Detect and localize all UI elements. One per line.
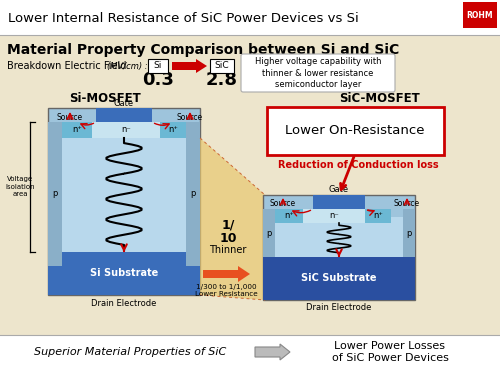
Polygon shape	[255, 344, 290, 360]
Text: Superior Material Properties of SiC: Superior Material Properties of SiC	[34, 347, 226, 357]
Bar	[210, 59, 234, 73]
Text: n⁺: n⁺	[168, 125, 178, 135]
Text: Si Substrate: Si Substrate	[90, 268, 158, 278]
Bar	[275, 217, 403, 257]
Polygon shape	[203, 266, 250, 282]
Bar	[48, 252, 200, 295]
Bar	[275, 209, 303, 223]
Bar	[313, 195, 365, 209]
Text: 0.3: 0.3	[142, 71, 174, 89]
Bar	[0, 35, 500, 335]
Text: SiC: SiC	[214, 62, 230, 70]
FancyBboxPatch shape	[267, 107, 444, 155]
Bar	[186, 122, 200, 266]
Bar	[263, 257, 415, 300]
Text: ROHM: ROHM	[466, 10, 493, 20]
Text: n⁺: n⁺	[284, 211, 294, 220]
Text: Thinner: Thinner	[210, 245, 246, 255]
Text: Material Property Comparison between Si and SiC: Material Property Comparison between Si …	[7, 43, 399, 57]
Text: Gate: Gate	[114, 99, 134, 108]
Text: Lower Internal Resistance of SiC Power Devices vs Si: Lower Internal Resistance of SiC Power D…	[8, 12, 359, 24]
Text: p: p	[52, 190, 58, 198]
Bar	[62, 122, 92, 138]
Bar	[148, 59, 168, 73]
Text: Source: Source	[270, 200, 296, 209]
Text: Si-MOSFET: Si-MOSFET	[69, 92, 141, 105]
Text: 10: 10	[219, 232, 237, 244]
FancyBboxPatch shape	[241, 54, 395, 92]
Text: SiC-MOSFET: SiC-MOSFET	[340, 92, 420, 105]
Text: n⁻: n⁻	[329, 211, 339, 220]
Text: Reduction of Conduction loss: Reduction of Conduction loss	[278, 160, 438, 170]
Bar	[263, 195, 415, 300]
Bar	[160, 122, 186, 138]
Text: p: p	[406, 229, 412, 237]
Text: 1/: 1/	[222, 219, 234, 232]
Bar	[463, 2, 497, 28]
Text: Lower Power Losses
of SiC Power Devices: Lower Power Losses of SiC Power Devices	[332, 341, 448, 363]
Bar	[0, 335, 500, 371]
Bar	[48, 108, 200, 295]
Text: Lower On-Resistance: Lower On-Resistance	[285, 125, 425, 138]
Bar	[0, 0, 500, 35]
Text: SiC Substrate: SiC Substrate	[301, 273, 377, 283]
Bar	[92, 122, 160, 138]
Text: n⁺: n⁺	[72, 125, 82, 135]
Text: n⁻: n⁻	[121, 125, 131, 135]
Text: p: p	[190, 190, 196, 198]
Text: Si: Si	[154, 62, 162, 70]
Text: Drain Electrode: Drain Electrode	[306, 303, 372, 312]
Text: Higher voltage capability with
thinner & lower resistance
semiconductor layer: Higher voltage capability with thinner &…	[255, 57, 382, 89]
Bar	[96, 108, 152, 122]
Text: (MV/cm) :: (MV/cm) :	[107, 62, 148, 70]
Text: p: p	[266, 229, 272, 237]
Bar	[303, 209, 365, 223]
Bar	[48, 122, 62, 266]
Bar	[62, 134, 186, 252]
Text: Breakdown Electric Field: Breakdown Electric Field	[7, 61, 126, 71]
Text: Source: Source	[57, 114, 83, 122]
Text: n⁺: n⁺	[373, 211, 383, 220]
Text: 2.8: 2.8	[206, 71, 238, 89]
Text: Drain Electrode: Drain Electrode	[92, 299, 156, 309]
Bar	[365, 209, 391, 223]
Text: Source: Source	[394, 200, 420, 209]
Text: Gate: Gate	[329, 186, 349, 194]
Polygon shape	[200, 138, 265, 300]
Text: Voltage
Isolation
area: Voltage Isolation area	[5, 177, 35, 197]
Text: Source: Source	[177, 114, 203, 122]
Text: 1/300 to 1/1,000
Lower Resistance: 1/300 to 1/1,000 Lower Resistance	[194, 283, 258, 296]
Bar	[403, 209, 415, 257]
Polygon shape	[172, 59, 207, 73]
Bar	[263, 209, 275, 257]
